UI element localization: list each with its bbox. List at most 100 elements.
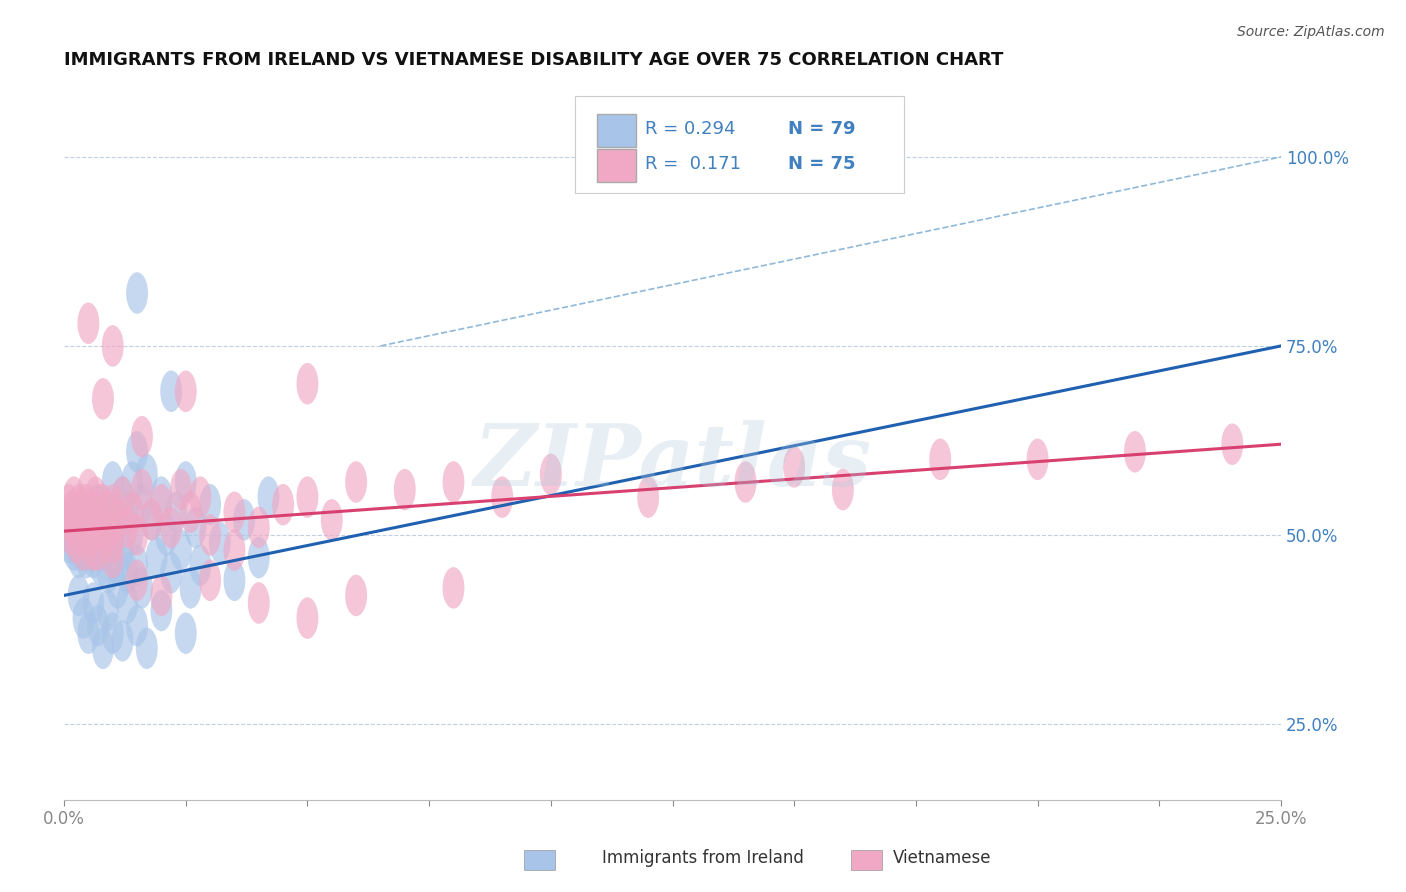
Ellipse shape bbox=[165, 491, 187, 533]
Ellipse shape bbox=[257, 476, 280, 518]
Ellipse shape bbox=[443, 461, 464, 503]
Ellipse shape bbox=[91, 491, 114, 533]
Ellipse shape bbox=[150, 483, 173, 525]
Ellipse shape bbox=[111, 529, 134, 571]
Ellipse shape bbox=[540, 454, 562, 495]
Ellipse shape bbox=[141, 499, 163, 541]
Ellipse shape bbox=[150, 476, 173, 518]
FancyBboxPatch shape bbox=[598, 149, 636, 182]
Ellipse shape bbox=[344, 461, 367, 503]
Ellipse shape bbox=[73, 491, 94, 533]
Ellipse shape bbox=[180, 567, 201, 608]
Ellipse shape bbox=[75, 483, 97, 525]
Ellipse shape bbox=[67, 537, 90, 578]
Ellipse shape bbox=[67, 514, 90, 556]
Ellipse shape bbox=[87, 483, 110, 525]
Text: Vietnamese: Vietnamese bbox=[893, 849, 991, 867]
Ellipse shape bbox=[80, 529, 101, 571]
Ellipse shape bbox=[111, 476, 134, 518]
Ellipse shape bbox=[127, 514, 148, 556]
Ellipse shape bbox=[73, 514, 94, 556]
Ellipse shape bbox=[73, 598, 94, 639]
Ellipse shape bbox=[101, 522, 124, 563]
Ellipse shape bbox=[209, 522, 231, 563]
Ellipse shape bbox=[297, 363, 318, 405]
Text: N = 75: N = 75 bbox=[789, 155, 856, 173]
Ellipse shape bbox=[141, 499, 163, 541]
Ellipse shape bbox=[929, 439, 952, 480]
Ellipse shape bbox=[73, 491, 94, 533]
Ellipse shape bbox=[174, 613, 197, 654]
Ellipse shape bbox=[127, 544, 148, 586]
Ellipse shape bbox=[247, 537, 270, 578]
Text: N = 79: N = 79 bbox=[789, 120, 856, 138]
Ellipse shape bbox=[170, 469, 191, 510]
Ellipse shape bbox=[65, 491, 87, 533]
Ellipse shape bbox=[127, 559, 148, 601]
Ellipse shape bbox=[77, 522, 100, 563]
Ellipse shape bbox=[200, 559, 221, 601]
Ellipse shape bbox=[117, 507, 138, 549]
Ellipse shape bbox=[70, 529, 91, 571]
Ellipse shape bbox=[94, 514, 117, 556]
Ellipse shape bbox=[297, 598, 318, 639]
Ellipse shape bbox=[87, 529, 110, 571]
Ellipse shape bbox=[101, 326, 124, 367]
Ellipse shape bbox=[83, 491, 104, 533]
Ellipse shape bbox=[180, 491, 201, 533]
Ellipse shape bbox=[60, 491, 83, 533]
Ellipse shape bbox=[83, 537, 104, 578]
Ellipse shape bbox=[107, 499, 128, 541]
Ellipse shape bbox=[491, 476, 513, 518]
Ellipse shape bbox=[90, 544, 111, 586]
Ellipse shape bbox=[84, 476, 107, 518]
Ellipse shape bbox=[101, 522, 124, 563]
Ellipse shape bbox=[91, 483, 114, 525]
Ellipse shape bbox=[83, 582, 104, 624]
Ellipse shape bbox=[190, 544, 211, 586]
FancyBboxPatch shape bbox=[598, 114, 636, 147]
Ellipse shape bbox=[101, 537, 124, 578]
Ellipse shape bbox=[131, 416, 153, 458]
Ellipse shape bbox=[101, 613, 124, 654]
Ellipse shape bbox=[97, 590, 120, 632]
Ellipse shape bbox=[65, 499, 87, 541]
Ellipse shape bbox=[100, 507, 121, 549]
Ellipse shape bbox=[174, 461, 197, 503]
Ellipse shape bbox=[77, 507, 100, 549]
Ellipse shape bbox=[75, 499, 97, 541]
Ellipse shape bbox=[783, 446, 806, 488]
Ellipse shape bbox=[87, 522, 110, 563]
Ellipse shape bbox=[170, 529, 191, 571]
Ellipse shape bbox=[90, 507, 111, 549]
Ellipse shape bbox=[101, 483, 124, 525]
Ellipse shape bbox=[117, 582, 138, 624]
Ellipse shape bbox=[83, 514, 104, 556]
Ellipse shape bbox=[107, 544, 128, 586]
Ellipse shape bbox=[224, 529, 246, 571]
Ellipse shape bbox=[190, 476, 211, 518]
Ellipse shape bbox=[131, 483, 153, 525]
Ellipse shape bbox=[91, 628, 114, 669]
Ellipse shape bbox=[273, 483, 294, 525]
Ellipse shape bbox=[136, 628, 157, 669]
Ellipse shape bbox=[127, 272, 148, 314]
Ellipse shape bbox=[121, 514, 143, 556]
Ellipse shape bbox=[127, 605, 148, 647]
Ellipse shape bbox=[200, 483, 221, 525]
Ellipse shape bbox=[63, 476, 84, 518]
Ellipse shape bbox=[1222, 424, 1243, 465]
Ellipse shape bbox=[224, 559, 246, 601]
Ellipse shape bbox=[91, 378, 114, 419]
Ellipse shape bbox=[58, 483, 80, 525]
Ellipse shape bbox=[77, 507, 100, 549]
Ellipse shape bbox=[65, 522, 87, 563]
Ellipse shape bbox=[160, 370, 183, 412]
Ellipse shape bbox=[77, 613, 100, 654]
Ellipse shape bbox=[174, 370, 197, 412]
Ellipse shape bbox=[1123, 431, 1146, 473]
Ellipse shape bbox=[67, 507, 90, 549]
Ellipse shape bbox=[443, 567, 464, 608]
Ellipse shape bbox=[77, 469, 100, 510]
Ellipse shape bbox=[70, 514, 91, 556]
